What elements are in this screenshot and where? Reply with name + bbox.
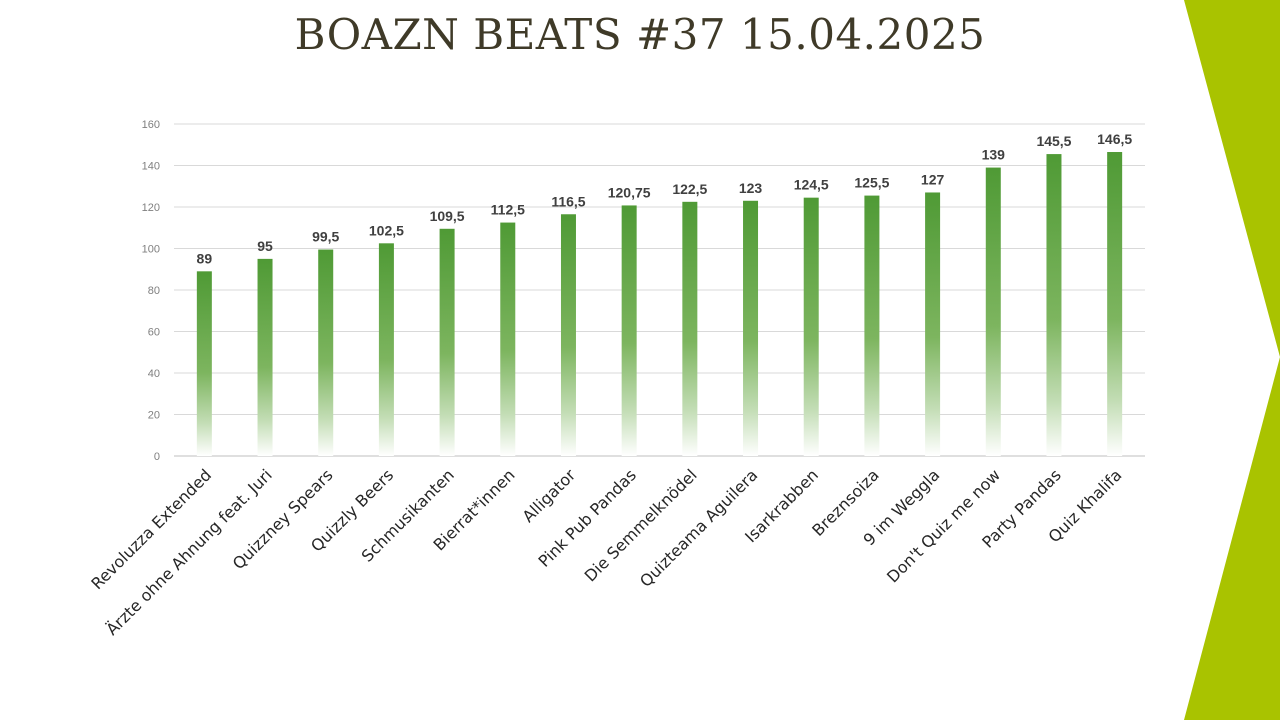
data-label: 127 xyxy=(921,171,945,187)
y-tick-label: 80 xyxy=(148,285,160,297)
bar xyxy=(743,200,759,456)
bar xyxy=(318,249,334,456)
y-tick-label: 140 xyxy=(142,161,160,173)
data-label: 112,5 xyxy=(491,202,525,218)
bar xyxy=(621,205,637,456)
data-label: 125,5 xyxy=(854,175,889,191)
y-tick-label: 20 xyxy=(148,410,160,422)
data-label: 109,5 xyxy=(430,208,465,224)
data-label: 146,5 xyxy=(1097,131,1132,147)
data-label: 122,5 xyxy=(672,181,707,197)
data-label: 123 xyxy=(739,180,763,196)
bar xyxy=(500,222,516,456)
y-tick-label: 0 xyxy=(154,451,160,463)
y-axis-ticks: 0 20 40 60 80 100 120 140 160 xyxy=(142,119,160,463)
page-title: BOAZN BEATS #37 15.04.2025 xyxy=(294,10,986,59)
y-tick-label: 40 xyxy=(148,368,160,380)
y-tick-label: 120 xyxy=(142,202,160,214)
data-label: 139 xyxy=(982,147,1006,163)
data-label: 99,5 xyxy=(312,229,339,245)
data-label: 145,5 xyxy=(1036,133,1071,149)
data-label: 95 xyxy=(257,238,273,254)
bar xyxy=(803,197,819,456)
bar xyxy=(378,243,394,456)
bar xyxy=(257,258,273,456)
y-tick-label: 160 xyxy=(142,119,160,131)
bars xyxy=(196,152,1123,456)
bar xyxy=(1046,154,1062,456)
y-tick-label: 100 xyxy=(142,244,160,256)
bar xyxy=(196,271,212,456)
data-label: 120,75 xyxy=(608,184,651,200)
bar xyxy=(985,167,1001,456)
bar xyxy=(1107,152,1123,456)
data-labels: 89 95 99,5 102,5 109,5 112,5 116,5 120,75 122,5 1… xyxy=(197,131,1133,266)
data-label: 102,5 xyxy=(369,222,404,238)
bar xyxy=(864,195,880,456)
bar xyxy=(925,192,941,456)
data-label: 89 xyxy=(197,250,213,266)
data-label: 116,5 xyxy=(551,193,585,209)
data-label: 124,5 xyxy=(794,177,829,193)
bar xyxy=(439,228,455,456)
bar xyxy=(560,214,576,456)
bar xyxy=(682,201,698,456)
y-tick-label: 60 xyxy=(148,327,160,339)
gridlines xyxy=(174,123,1145,457)
